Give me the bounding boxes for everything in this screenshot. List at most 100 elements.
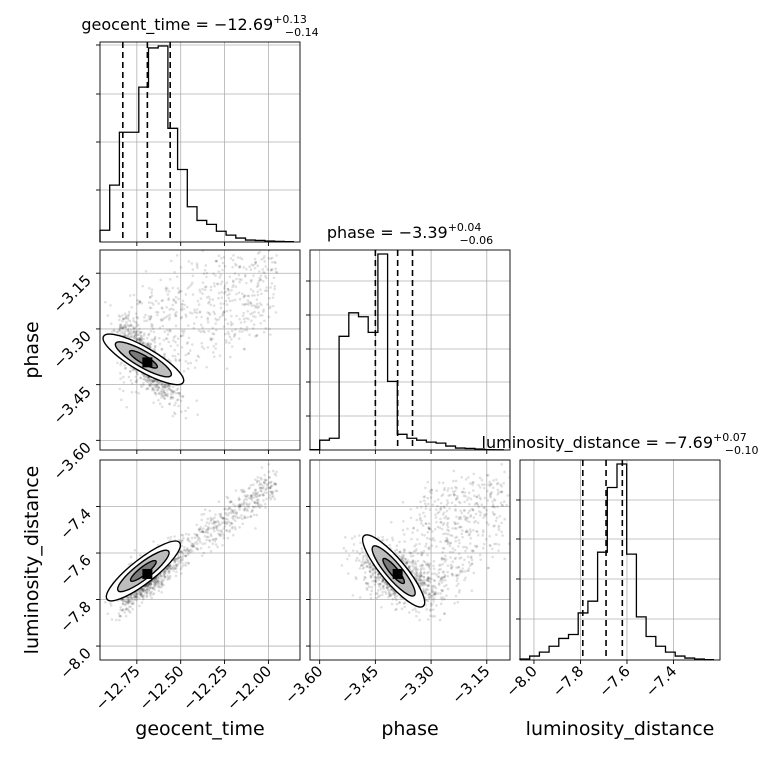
- sample-point: [397, 554, 401, 558]
- sample-point: [439, 520, 442, 524]
- sample-point: [231, 533, 235, 537]
- sample-point: [477, 510, 481, 513]
- sample-point: [420, 563, 424, 566]
- sample-point: [133, 333, 137, 336]
- sample-point: [228, 524, 232, 527]
- sample-point: [211, 521, 214, 525]
- sample-point: [174, 300, 177, 303]
- sample-point: [169, 388, 172, 391]
- sample-point: [394, 608, 397, 612]
- sample-point: [388, 594, 392, 597]
- sample-point: [213, 284, 216, 288]
- sample-point: [128, 332, 131, 336]
- sample-point: [126, 314, 130, 318]
- sample-point: [221, 314, 225, 317]
- sample-point: [435, 604, 438, 607]
- sample-point: [492, 498, 496, 501]
- sample-point: [432, 567, 436, 570]
- sample-point: [269, 486, 272, 489]
- sample-point: [233, 508, 237, 512]
- sample-point: [109, 601, 112, 605]
- sample-point: [405, 561, 409, 564]
- sample-point: [192, 544, 195, 547]
- sample-point: [245, 503, 249, 507]
- sample-point: [423, 582, 427, 586]
- sample-point: [427, 502, 430, 506]
- sample-point: [142, 337, 146, 341]
- sample-point: [132, 336, 136, 339]
- sample-point: [187, 549, 191, 552]
- sample-point: [134, 329, 138, 333]
- sample-point: [219, 273, 223, 277]
- sample-point: [252, 304, 256, 307]
- sample-point: [207, 535, 210, 539]
- sample-point: [257, 479, 261, 483]
- sample-point: [255, 479, 259, 483]
- sample-point: [464, 478, 468, 481]
- sample-point: [422, 590, 426, 593]
- sample-point: [221, 532, 224, 535]
- sample-point: [225, 367, 229, 371]
- sample-point: [254, 495, 257, 499]
- sample-point: [146, 584, 149, 588]
- sample-point: [169, 388, 172, 392]
- sample-point: [219, 514, 223, 517]
- sample-point: [428, 490, 432, 493]
- sample-point: [200, 315, 203, 319]
- sample-point: [229, 500, 233, 503]
- sample-point: [486, 566, 490, 570]
- sample-point: [465, 546, 469, 550]
- sample-point: [506, 494, 510, 497]
- sample-point: [452, 469, 456, 473]
- sample-point: [252, 483, 255, 486]
- sample-point: [132, 319, 135, 323]
- sample-point: [159, 318, 163, 321]
- sample-point: [129, 555, 133, 559]
- sample-point: [203, 268, 207, 272]
- sample-point: [381, 535, 384, 539]
- sample-point: [406, 527, 409, 531]
- sample-point: [441, 579, 445, 582]
- sample-point: [521, 535, 524, 538]
- sample-point: [122, 325, 126, 329]
- sample-point: [422, 589, 425, 593]
- sample-point: [139, 335, 143, 338]
- sample-point: [467, 511, 470, 515]
- sample-point: [145, 591, 149, 594]
- sample-point: [481, 534, 485, 537]
- sample-point: [269, 481, 272, 484]
- sample-point: [476, 503, 480, 507]
- sample-point: [157, 580, 160, 583]
- sample-point: [186, 547, 189, 550]
- sample-point: [499, 490, 503, 494]
- sample-point: [468, 542, 472, 545]
- sample-point: [139, 592, 143, 595]
- sample-point: [255, 244, 258, 247]
- sample-point: [430, 602, 434, 606]
- sample-point: [463, 578, 466, 582]
- sample-point: [134, 592, 137, 595]
- sample-point: [225, 522, 229, 526]
- sample-point: [455, 515, 458, 519]
- sample-point: [129, 601, 132, 605]
- sample-point: [431, 530, 434, 533]
- sample-point: [214, 521, 217, 524]
- sample-point: [374, 580, 378, 583]
- sample-point: [207, 545, 211, 549]
- sample-point: [265, 286, 268, 289]
- sample-point: [227, 520, 231, 524]
- sample-point: [222, 516, 226, 520]
- sample-point: [365, 564, 369, 568]
- sample-point: [155, 384, 159, 387]
- sample-point: [138, 333, 141, 336]
- sample-point: [409, 508, 413, 511]
- sample-point: [240, 292, 244, 295]
- sample-point: [365, 561, 368, 565]
- sample-point: [186, 537, 190, 540]
- sample-point: [165, 306, 168, 309]
- sample-point: [351, 549, 355, 552]
- sample-point: [446, 570, 449, 574]
- sample-point: [195, 399, 199, 403]
- sample-point: [147, 341, 150, 345]
- sample-point: [429, 604, 433, 608]
